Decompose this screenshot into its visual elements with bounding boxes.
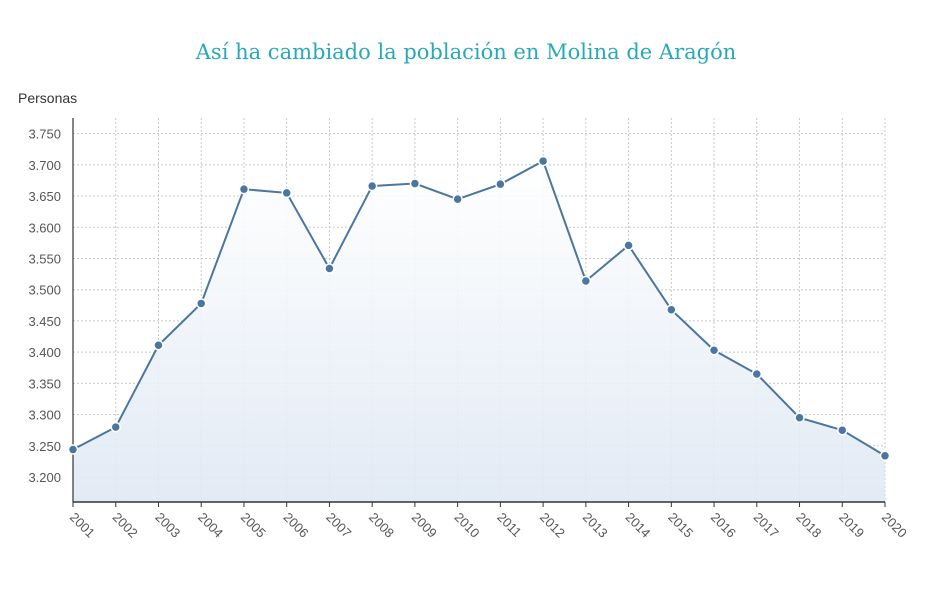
- area-path: [73, 161, 885, 502]
- data-point[interactable]: [580, 275, 592, 287]
- x-tick-label: 2008: [366, 510, 397, 541]
- data-point[interactable]: [452, 193, 463, 205]
- data-point[interactable]: [623, 240, 634, 251]
- chart-title: Así ha cambiado la población en Molina d…: [195, 40, 737, 64]
- x-tick-label: 2015: [665, 510, 696, 541]
- data-points: [67, 155, 891, 462]
- data-point[interactable]: [153, 340, 164, 351]
- data-point[interactable]: [195, 298, 207, 309]
- data-point[interactable]: [281, 187, 292, 199]
- data-point[interactable]: [837, 424, 848, 436]
- x-tick-label: 2013: [580, 510, 611, 541]
- x-tick-labels: 2001 2002 2003 2004 2005 2006 2007 2008 2009 2010…: [67, 510, 910, 541]
- y-tick-label: 3.200: [28, 470, 61, 485]
- y-tick-label: 3.650: [28, 189, 61, 204]
- data-point[interactable]: [409, 178, 421, 189]
- x-tick-label: 2011: [494, 510, 524, 540]
- data-point[interactable]: [708, 345, 720, 356]
- x-tick-label: 2001: [67, 510, 98, 541]
- x-tick-label: 2019: [836, 510, 867, 541]
- y-tick-label: 3.500: [28, 283, 61, 298]
- y-axis-label: Personas: [18, 90, 78, 106]
- data-point[interactable]: [238, 183, 250, 195]
- data-point[interactable]: [495, 178, 506, 190]
- data-point[interactable]: [751, 368, 763, 380]
- x-tick-label: 2016: [708, 510, 739, 541]
- x-tick-label: 2012: [537, 510, 568, 541]
- x-tick-label: 2020: [879, 510, 910, 541]
- x-tick-label: 2014: [622, 510, 653, 541]
- y-tick-label: 3.600: [28, 220, 61, 235]
- data-point[interactable]: [666, 304, 677, 315]
- x-tick-label: 2006: [281, 510, 312, 541]
- x-tick-label: 2018: [793, 510, 824, 541]
- data-point[interactable]: [110, 421, 121, 433]
- y-tick-label: 3.550: [28, 251, 61, 266]
- x-tick-label: 2005: [238, 510, 269, 541]
- x-tick-label: 2017: [751, 510, 782, 541]
- data-point[interactable]: [67, 444, 79, 455]
- area-fill: [73, 161, 885, 502]
- x-tick-label: 2003: [152, 510, 183, 541]
- y-tick-label: 3.250: [28, 439, 61, 454]
- data-point[interactable]: [324, 263, 335, 274]
- series-line: [72, 159, 886, 457]
- y-tick-labels: 3.200 3.250 3.300 3.350 3.400 3.450 3.500 3.550…: [28, 127, 61, 485]
- y-tick-label: 3.700: [28, 158, 61, 173]
- x-tick-label: 2002: [110, 510, 141, 541]
- data-point[interactable]: [879, 450, 891, 462]
- y-tick-label: 3.300: [28, 408, 61, 423]
- x-tick-label: 2010: [452, 510, 483, 541]
- axes: [72, 118, 886, 507]
- y-tick-label: 3.400: [28, 345, 61, 360]
- y-tick-label: 3.350: [28, 376, 61, 391]
- data-point[interactable]: [794, 412, 805, 423]
- data-point[interactable]: [366, 180, 378, 192]
- series-polyline: [72, 159, 886, 457]
- x-tick-label: 2004: [195, 510, 226, 541]
- x-tick-label: 2009: [409, 510, 440, 541]
- x-tick-label: 2007: [323, 510, 354, 541]
- data-point[interactable]: [537, 155, 549, 167]
- y-tick-label: 3.450: [28, 314, 61, 329]
- y-tick-label: 3.750: [28, 127, 61, 142]
